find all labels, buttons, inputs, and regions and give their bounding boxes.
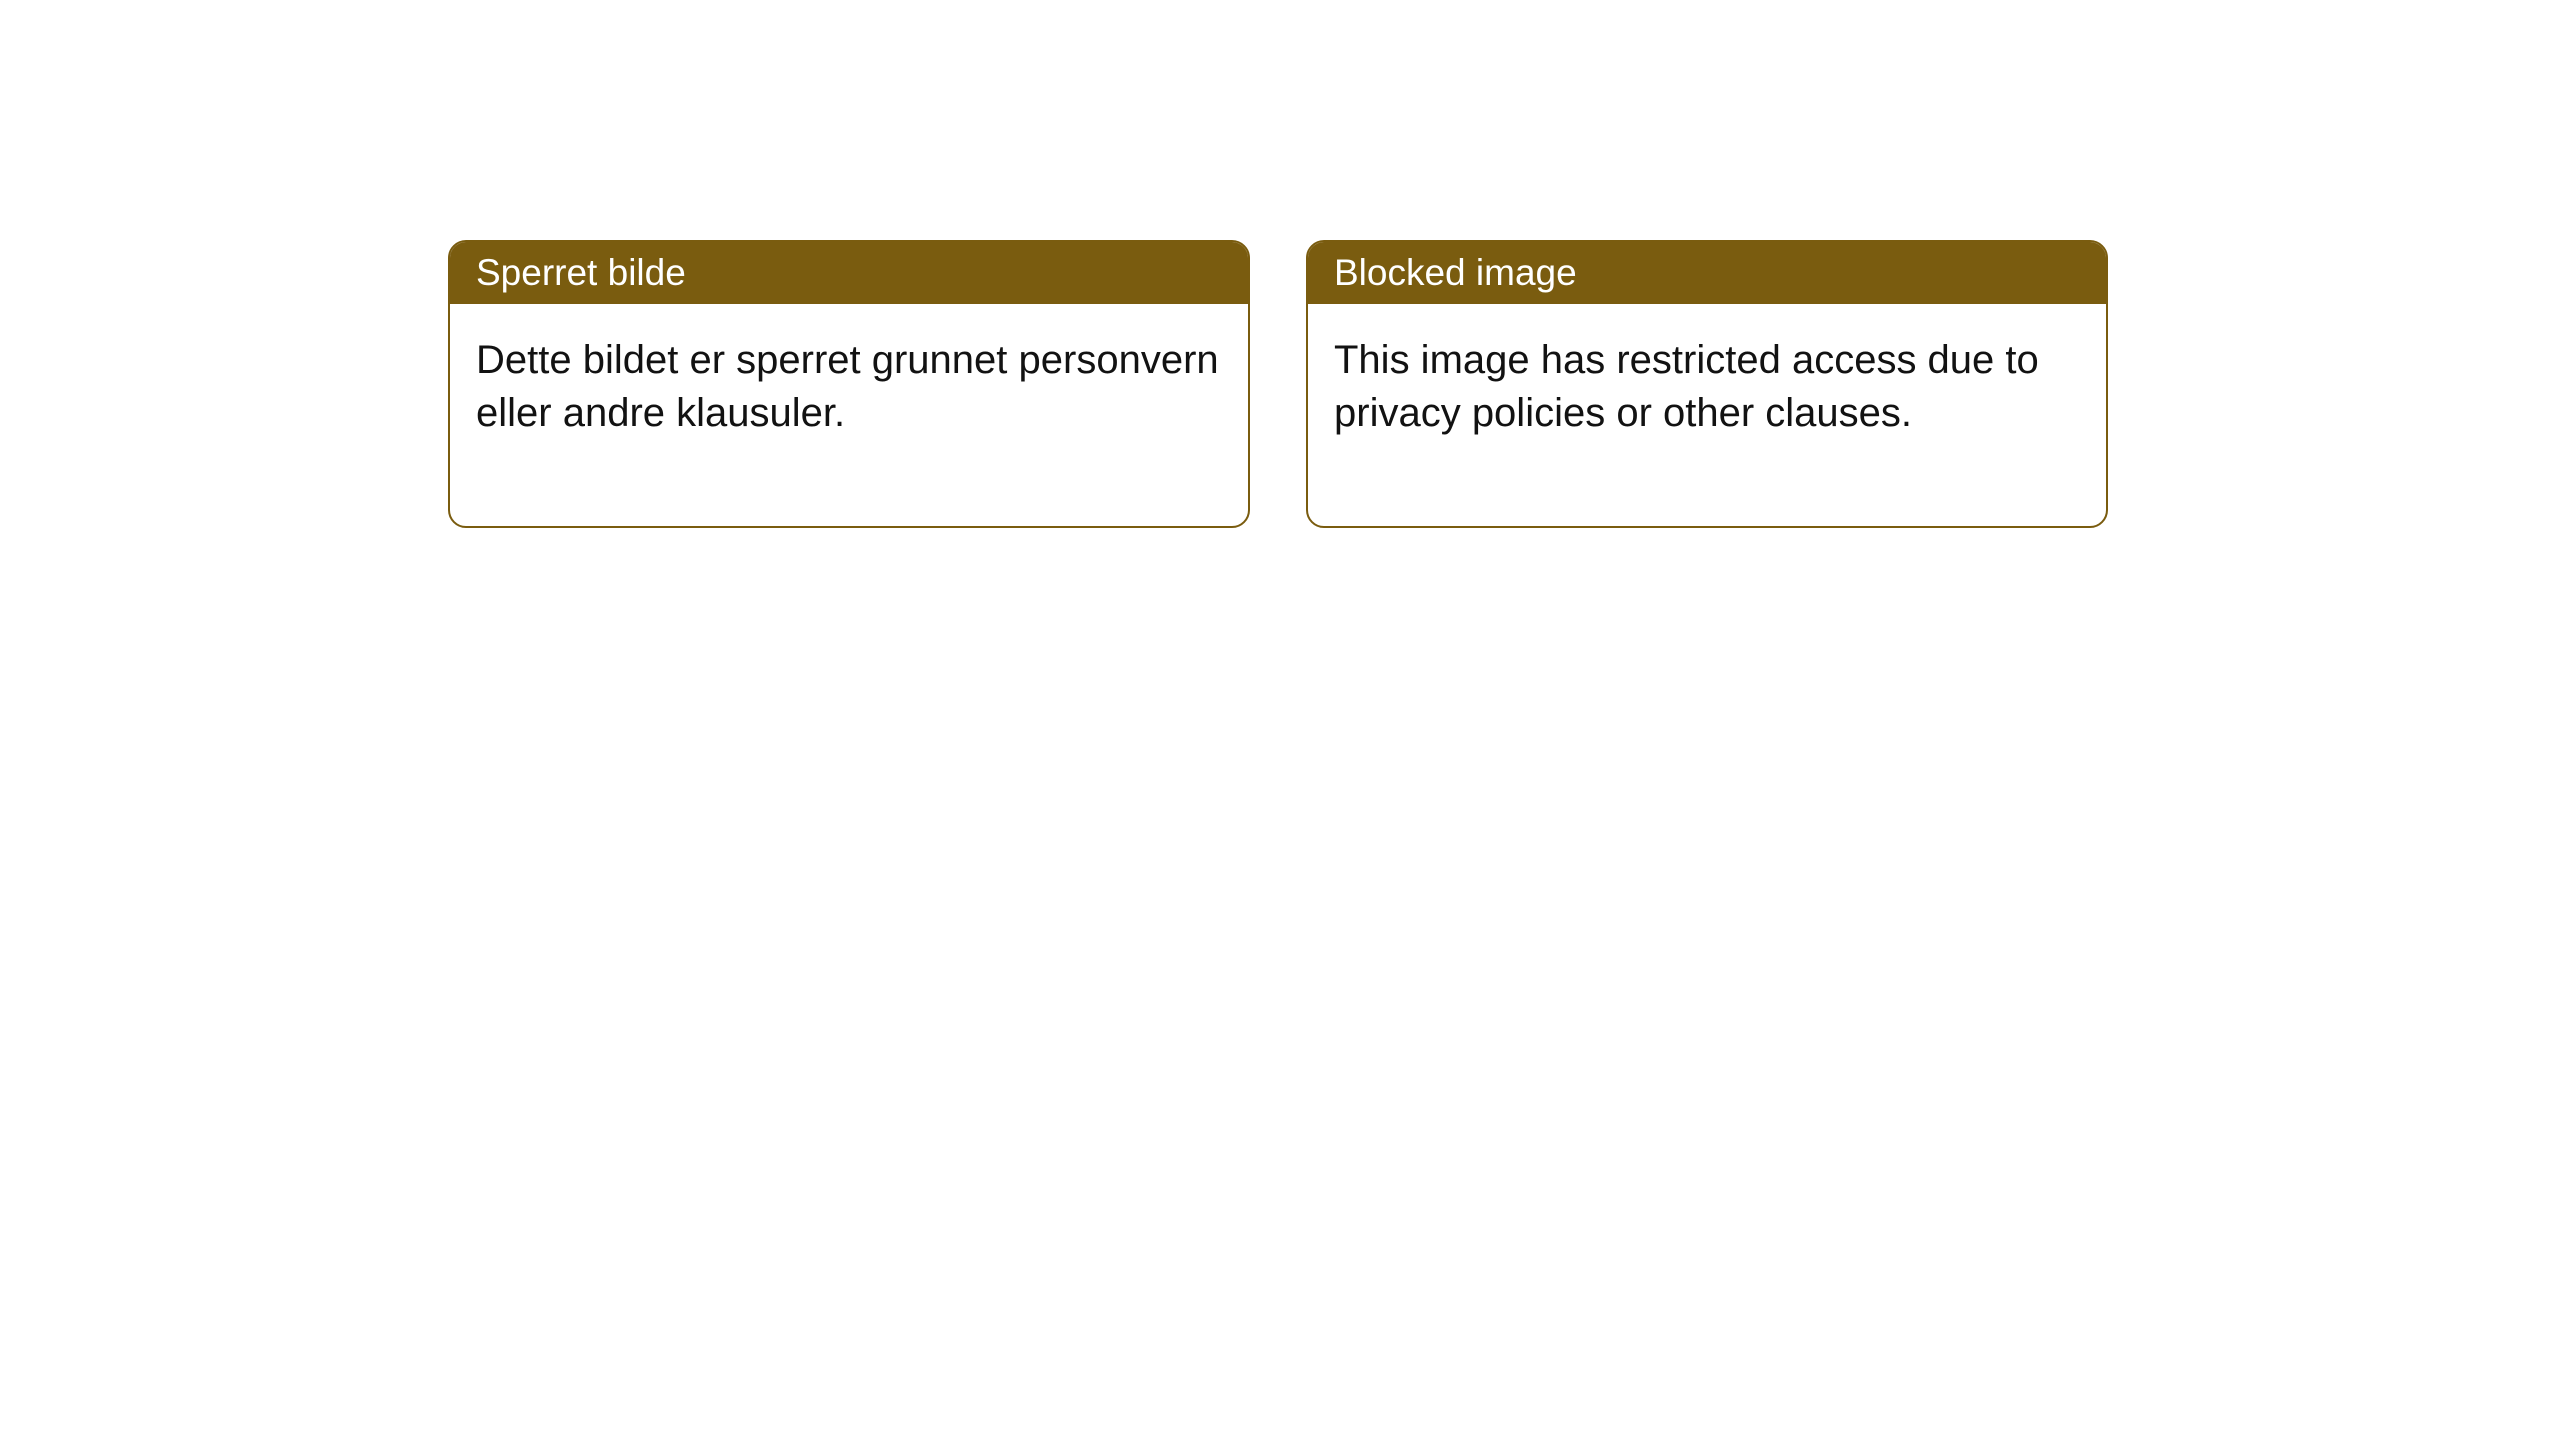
notice-title: Blocked image	[1308, 242, 2106, 304]
notice-box-norwegian: Sperret bilde Dette bildet er sperret gr…	[448, 240, 1250, 528]
notice-title: Sperret bilde	[450, 242, 1248, 304]
notice-box-english: Blocked image This image has restricted …	[1306, 240, 2108, 528]
notice-container: Sperret bilde Dette bildet er sperret gr…	[0, 0, 2560, 528]
notice-message: This image has restricted access due to …	[1308, 304, 2106, 526]
notice-message: Dette bildet er sperret grunnet personve…	[450, 304, 1248, 526]
